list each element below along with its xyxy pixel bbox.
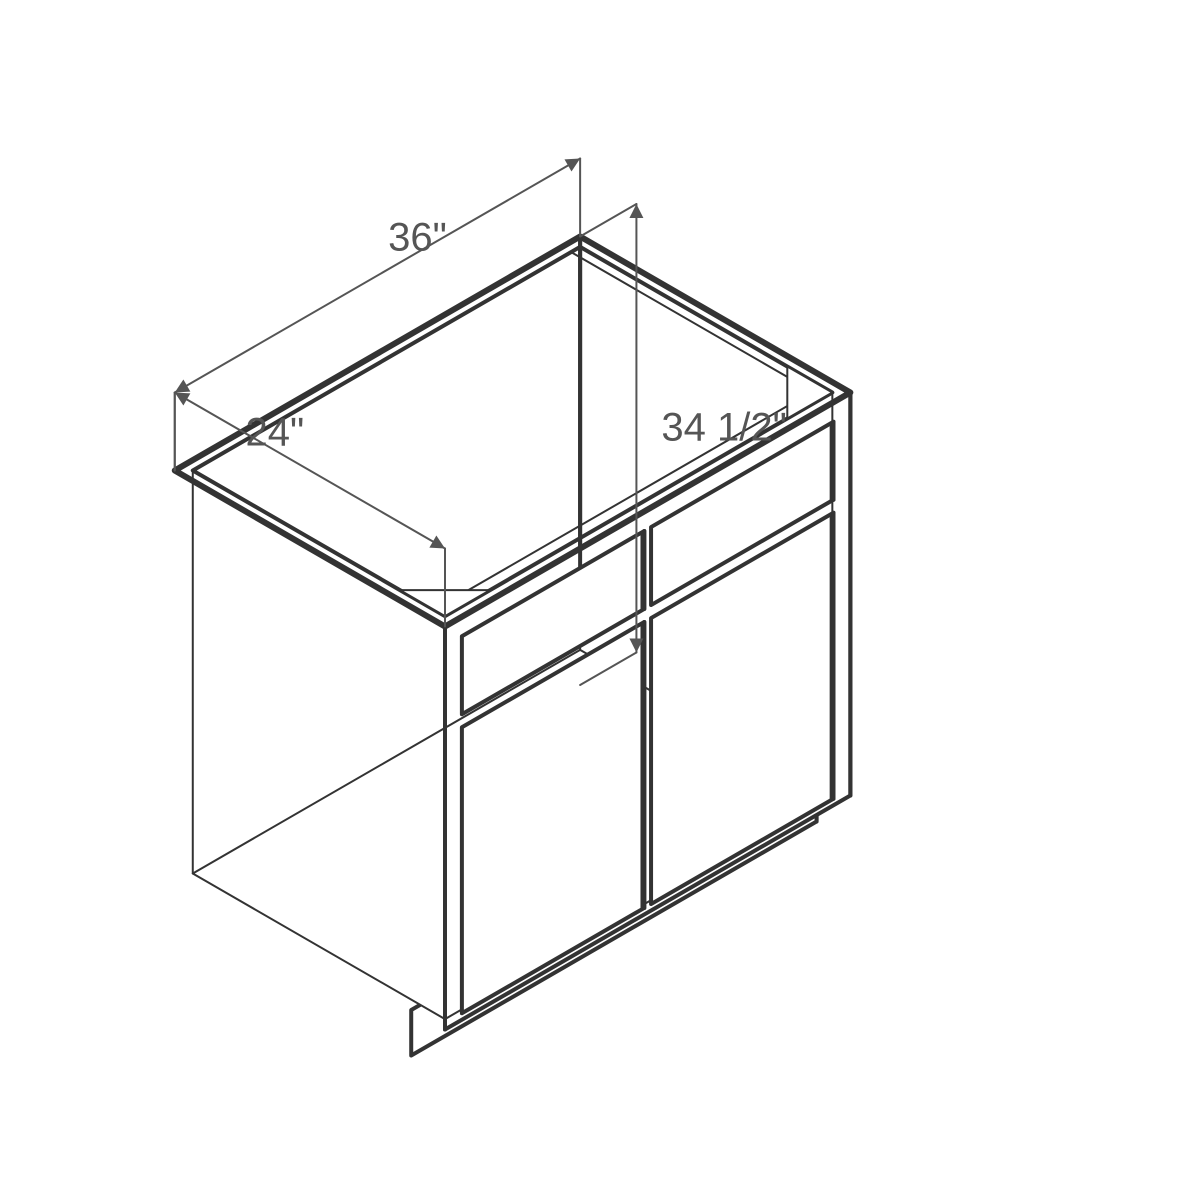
dimension-width-label: 36" — [388, 216, 447, 260]
dimension-height-label: 34 1/2" — [661, 405, 786, 449]
dimension-depth-label: 24" — [246, 411, 305, 455]
cabinet-diagram: 24" 36" 34 1/2" — [0, 0, 1200, 1200]
